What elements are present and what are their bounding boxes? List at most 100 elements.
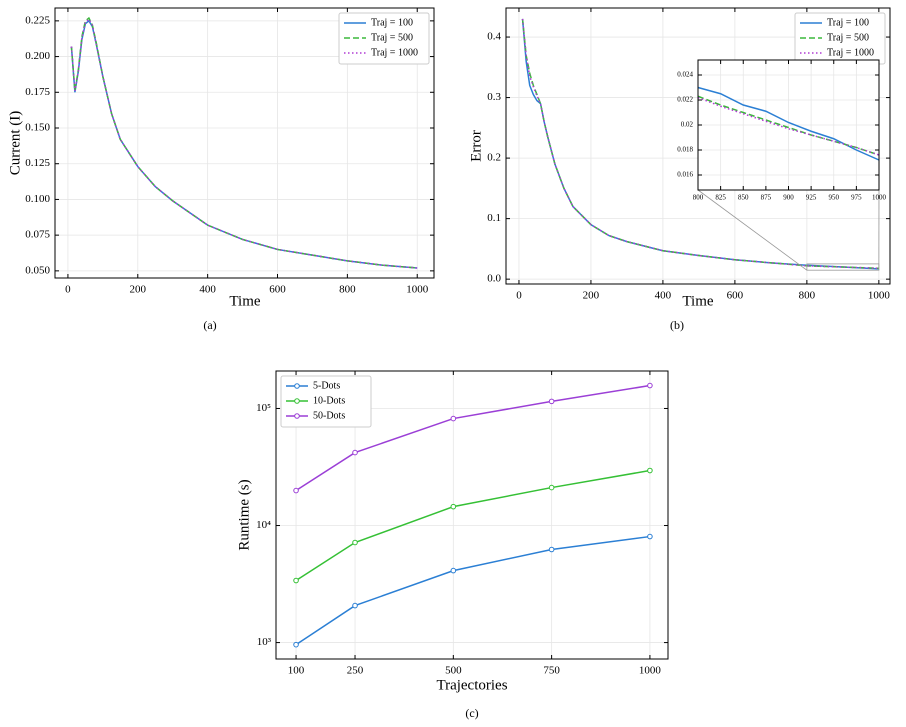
- plot-frame: [505, 7, 891, 285]
- y-tick-label: 0.016: [677, 171, 693, 179]
- y-axis-title: Runtime (s): [236, 479, 252, 550]
- y-tick-label: 10³: [257, 636, 272, 648]
- data-point: [293, 487, 299, 494]
- plot-frame: [54, 7, 435, 279]
- data-point: [293, 641, 299, 648]
- data-point: [647, 382, 653, 389]
- x-tick-label: 1000: [639, 665, 662, 677]
- legend-marker: [294, 398, 300, 404]
- data-point: [548, 398, 555, 405]
- data-point: [647, 533, 653, 540]
- caption: (a): [203, 318, 216, 332]
- plot-area: 800 825 850 875 900 925 950 975 1000 0.016 0.018 0.…: [677, 59, 887, 202]
- y-tick-label: 0.225: [25, 14, 50, 26]
- x-tick-label: 600: [269, 284, 286, 296]
- x-tick-label: 1000: [406, 284, 429, 296]
- x-tick-label: 925: [806, 194, 817, 202]
- data-point: [450, 503, 457, 510]
- legend-label: Traj = 1000: [827, 47, 874, 58]
- x-tick-label: 100: [288, 665, 305, 677]
- y-tick-label: 0.018: [677, 146, 693, 154]
- legend-label: Traj = 500: [827, 32, 869, 43]
- caption: (c): [465, 706, 478, 720]
- x-tick-label: 250: [347, 665, 364, 677]
- legend-marker: [294, 383, 300, 389]
- y-tick-label: 0.024: [677, 71, 693, 79]
- data-point: [450, 415, 457, 422]
- x-axis-title: Trajectories: [436, 677, 507, 693]
- x-tick-label: 875: [761, 194, 772, 202]
- y-tick-label: 0.0: [487, 273, 501, 285]
- y-tick-label: 0.100: [25, 193, 50, 205]
- x-tick-label: 950: [829, 194, 840, 202]
- legend-label: Traj = 100: [827, 17, 869, 28]
- y-tick-label: 0.175: [25, 86, 50, 98]
- x-tick-label: 800: [799, 290, 816, 302]
- y-tick-label: 0.022: [677, 96, 693, 104]
- x-tick-label: 600: [727, 290, 744, 302]
- series-line: [70, 18, 418, 269]
- x-tick-label: 400: [655, 290, 672, 302]
- legend-box: [280, 375, 372, 428]
- y-tick-label: 10⁴: [256, 519, 271, 531]
- y-tick-label: 0.200: [25, 50, 50, 62]
- x-tick-label: 400: [199, 284, 216, 296]
- series-line: [697, 86, 880, 161]
- x-tick-label: 500: [445, 665, 462, 677]
- x-tick-label: 800: [693, 194, 704, 202]
- x-tick-label: 1000: [868, 290, 891, 302]
- data-point: [548, 484, 555, 491]
- x-tick-label: 1000: [872, 194, 887, 202]
- y-tick-label: 0.150: [25, 122, 50, 134]
- series-line: [697, 95, 880, 156]
- x-axis-title: Time: [229, 293, 260, 309]
- legend-label: Traj = 100: [371, 17, 413, 28]
- x-tick-label: 825: [715, 194, 726, 202]
- data-point: [647, 467, 653, 474]
- y-tick-label: 0.1: [487, 212, 501, 224]
- y-tick-label: 0.4: [487, 31, 501, 43]
- y-axis-title: Error: [468, 130, 484, 162]
- y-tick-label: 0.2: [487, 152, 501, 164]
- y-tick-label: 0.075: [25, 229, 50, 241]
- x-tick-label: 900: [783, 194, 794, 202]
- legend-marker: [294, 413, 300, 419]
- x-tick-label: 975: [851, 194, 862, 202]
- plot-frame: [697, 59, 880, 191]
- plot-area: 100 250 500 750 1000 10³ 10⁴ 10⁵ 5-Dots 10-Dots 50…: [256, 370, 669, 677]
- x-tick-label: 0: [516, 290, 522, 302]
- x-tick-label: 850: [738, 194, 749, 202]
- series-line: [521, 18, 879, 270]
- y-tick-label: 0.02: [681, 121, 694, 129]
- x-tick-label: 200: [583, 290, 600, 302]
- data-point: [352, 449, 358, 456]
- data-point: [352, 602, 358, 609]
- data-point: [293, 577, 299, 584]
- zoom-connector: [697, 189, 808, 271]
- legend-label: 50-Dots: [313, 410, 345, 421]
- y-axis-title: Current (I): [7, 111, 23, 176]
- series-line: [697, 96, 880, 156]
- legend-label: 10-Dots: [313, 395, 345, 406]
- data-point: [352, 539, 358, 546]
- legend-label: Traj = 1000: [371, 47, 418, 58]
- x-tick-label: 200: [130, 284, 147, 296]
- legend-label: 5-Dots: [313, 380, 340, 391]
- x-tick-label: 800: [339, 284, 356, 296]
- caption: (b): [670, 318, 684, 332]
- y-tick-label: 0.3: [487, 91, 501, 103]
- legend-label: Traj = 500: [371, 32, 413, 43]
- legend-box: [338, 12, 430, 65]
- data-point: [548, 546, 555, 553]
- series-line: [521, 18, 879, 270]
- x-tick-label: 750: [543, 665, 560, 677]
- plot-frame: [275, 370, 669, 660]
- y-tick-label: 10⁵: [256, 402, 271, 414]
- x-axis-title: Time: [682, 293, 713, 309]
- plot-area: 0 200 400 600 800 1000 0.050 0.075 0.100 0.125 0.1…: [25, 7, 435, 296]
- y-tick-label: 0.050: [25, 264, 50, 276]
- x-tick-label: 0: [65, 284, 71, 296]
- data-point: [450, 567, 457, 574]
- y-tick-label: 0.125: [25, 157, 50, 169]
